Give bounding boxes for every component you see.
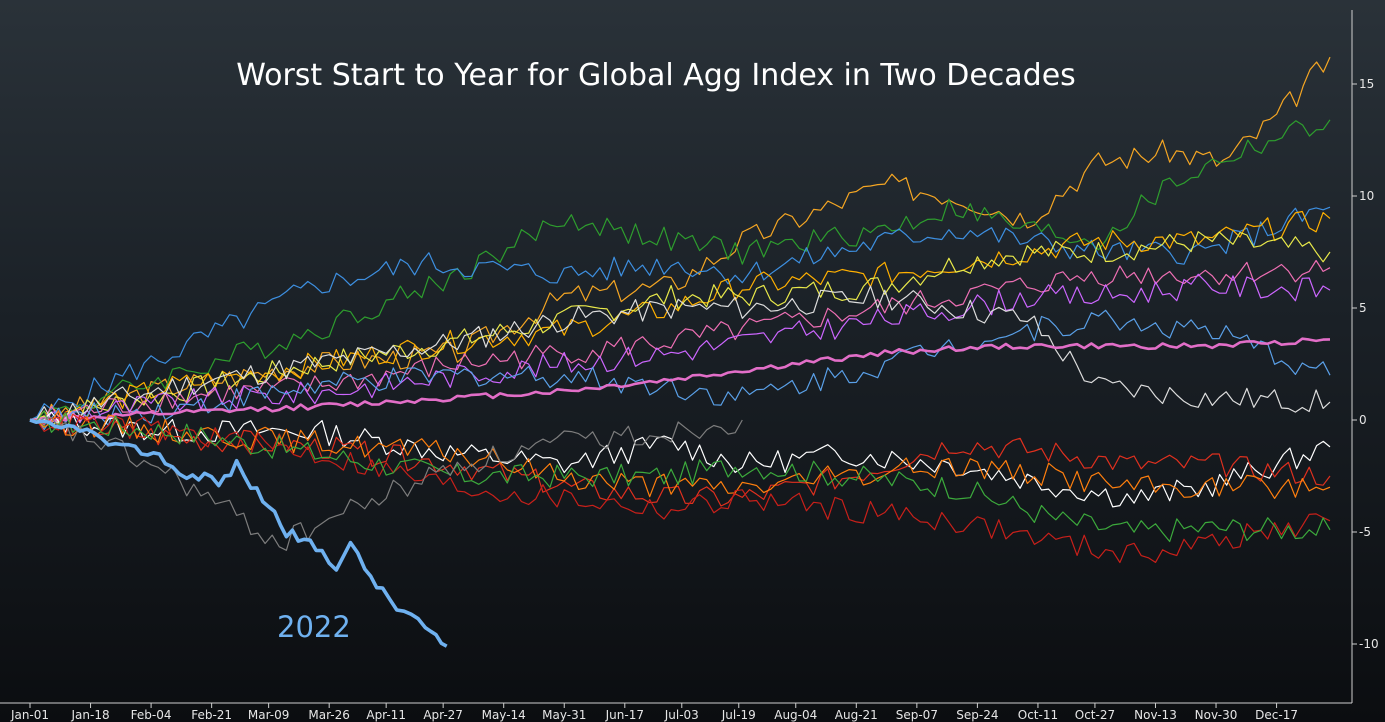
x-tick-label: Jun-17 <box>605 708 644 722</box>
x-tick-label: Oct-11 <box>1018 708 1058 722</box>
x-tick-label: Mar-09 <box>248 708 289 722</box>
series-line-8 <box>29 309 1331 431</box>
x-tick-label: Nov-13 <box>1134 708 1177 722</box>
series-line-11 <box>29 411 1331 508</box>
series-line-10 <box>29 337 1331 423</box>
series-line-16 <box>29 417 743 551</box>
series-line-14 <box>29 410 1331 564</box>
x-tick-label: Mar-26 <box>308 708 349 722</box>
highlight-layer <box>29 418 448 648</box>
series-line-4 <box>29 210 1331 426</box>
chart-title: Worst Start to Year for Global Agg Index… <box>236 58 1076 93</box>
x-tick-label: Apr-11 <box>366 708 406 722</box>
x-tick-label: Sep-07 <box>896 708 938 722</box>
x-tick-label: Oct-27 <box>1075 708 1115 722</box>
x-tick-label: Aug-04 <box>774 708 817 722</box>
series-line-9 <box>29 285 1331 424</box>
y-tick-label: 10 <box>1359 189 1374 203</box>
x-tick-label: Aug-21 <box>835 708 878 722</box>
series-line-12 <box>29 413 1331 507</box>
series-layer <box>29 56 1331 564</box>
x-tick-label: Jan-01 <box>10 708 49 722</box>
series-line-7 <box>29 273 1331 426</box>
series-line-2 <box>29 119 1331 428</box>
annotation-2022: 2022 <box>277 610 351 644</box>
series-line-6 <box>29 259 1331 421</box>
y-tick-label: 15 <box>1359 77 1374 91</box>
series-line-1 <box>29 56 1331 425</box>
y-tick-label: 0 <box>1359 413 1367 427</box>
series-line-15 <box>29 410 1331 543</box>
y-tick-label: -5 <box>1359 525 1371 539</box>
y-tick-label: -10 <box>1359 637 1379 651</box>
x-tick-label: Feb-21 <box>191 708 232 722</box>
y-tick-label: 5 <box>1359 301 1367 315</box>
x-tick-label: May-14 <box>482 708 526 722</box>
x-axis-ticks: Jan-01 Jan-18 Feb-04 Feb-21 Mar-09 Mar-26 Apr-… <box>10 703 1298 722</box>
y-axis-ticks: 15 10 5 0 -5 -10 <box>1352 77 1379 651</box>
series-line-2022 <box>29 418 448 648</box>
series-line-5 <box>29 231 1331 426</box>
x-tick-label: Apr-27 <box>423 708 463 722</box>
series-line-3 <box>29 206 1331 421</box>
x-tick-label: Jul-03 <box>664 708 699 722</box>
x-tick-label: Sep-24 <box>956 708 998 722</box>
x-tick-label: May-31 <box>542 708 586 722</box>
x-tick-label: Feb-04 <box>131 708 172 722</box>
x-tick-label: Nov-30 <box>1195 708 1238 722</box>
x-tick-label: Dec-17 <box>1255 708 1298 722</box>
x-tick-label: Jan-18 <box>70 708 109 722</box>
x-tick-label: Jul-19 <box>721 708 756 722</box>
